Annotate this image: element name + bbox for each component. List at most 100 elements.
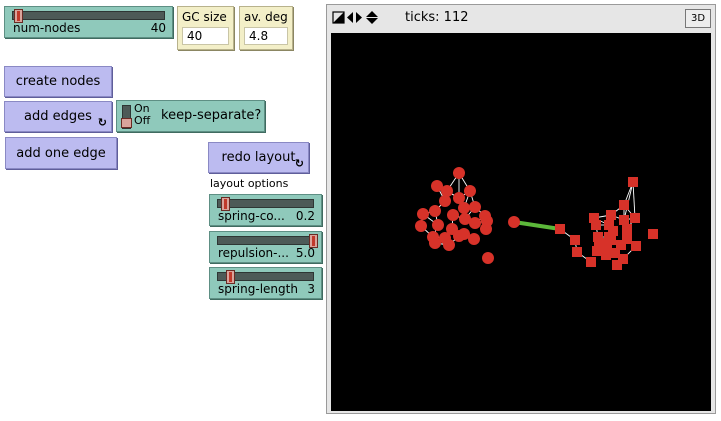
- monitor-value: 4.8: [244, 27, 288, 45]
- slider-track[interactable]: [217, 236, 314, 245]
- network-node: [601, 250, 611, 260]
- view-toolbar: ticks: 112 3D: [327, 5, 715, 31]
- network-node: [591, 220, 601, 230]
- network-node: [610, 248, 620, 258]
- network-node: [447, 209, 459, 221]
- button-label: create nodes: [15, 74, 101, 89]
- spring-constant-slider[interactable]: spring-co... 0.2: [209, 194, 322, 226]
- network-node: [572, 247, 582, 257]
- slider-label: spring-length: [218, 282, 298, 296]
- network-node: [616, 240, 626, 250]
- slider-knob[interactable]: [309, 234, 318, 248]
- slider-value: 3: [307, 282, 315, 296]
- network-node: [429, 237, 441, 249]
- slider-label: num-nodes: [13, 21, 81, 35]
- switch-knob[interactable]: [121, 118, 132, 128]
- 3d-button[interactable]: 3D: [685, 9, 711, 28]
- button-label: redo layout: [221, 150, 296, 165]
- create-nodes-button[interactable]: create nodes: [4, 66, 112, 97]
- network-node: [468, 233, 480, 245]
- network-node: [417, 208, 429, 220]
- slider-track[interactable]: [12, 11, 165, 20]
- network-node: [619, 215, 629, 225]
- network-node: [429, 205, 441, 217]
- repulsion-slider[interactable]: repulsion-... 5.0: [209, 231, 322, 263]
- slider-label: repulsion-...: [218, 246, 289, 260]
- spring-length-slider[interactable]: spring-length 3: [209, 267, 322, 299]
- add-one-edge-button[interactable]: add one edge: [5, 137, 117, 169]
- switch-on-label: On: [134, 102, 150, 115]
- button-label: add one edge: [16, 145, 106, 161]
- network-node: [482, 252, 494, 264]
- slider-value: 5.0: [295, 246, 315, 260]
- network-node: [630, 213, 640, 223]
- network-node: [469, 217, 481, 229]
- network-node: [618, 254, 628, 264]
- up-down-arrows-icon[interactable]: [366, 11, 378, 24]
- network-node: [622, 234, 632, 244]
- network-node: [608, 226, 618, 236]
- network-node: [604, 232, 614, 242]
- slider-value: 40: [150, 21, 166, 35]
- network-node: [570, 235, 580, 245]
- network-canvas[interactable]: [331, 33, 711, 411]
- network-node: [458, 202, 470, 214]
- network-node: [648, 229, 658, 239]
- network-node: [441, 185, 453, 197]
- switch-track[interactable]: [122, 105, 131, 129]
- slider-track[interactable]: [217, 199, 314, 208]
- toggle-edit-icon[interactable]: [332, 11, 345, 24]
- network-node: [606, 210, 616, 220]
- left-right-arrows-icon[interactable]: [347, 12, 362, 23]
- redo-layout-button[interactable]: redo layout ↻: [208, 142, 309, 173]
- gc-size-monitor: GC size 40: [177, 6, 234, 50]
- network-node: [508, 216, 520, 228]
- network-node: [594, 238, 604, 248]
- add-edges-button[interactable]: add edges ↻: [4, 101, 112, 132]
- network-node: [432, 219, 444, 231]
- slider-label: spring-co...: [218, 209, 285, 223]
- layout-options-label: layout options: [210, 177, 289, 190]
- circle-nodes: [415, 167, 520, 264]
- forever-icon: ↻: [97, 116, 107, 129]
- network-node: [612, 260, 622, 270]
- network-node: [481, 215, 493, 227]
- network-node: [622, 224, 632, 234]
- square-nodes: [555, 177, 658, 270]
- switch-label: keep-separate?: [161, 108, 262, 123]
- forever-icon: ↻: [294, 157, 304, 170]
- network-node: [592, 246, 602, 256]
- network-node: [439, 195, 451, 207]
- slider-value: 0.2: [295, 209, 315, 223]
- slider-track[interactable]: [217, 272, 314, 281]
- network-node: [431, 180, 443, 192]
- network-node: [628, 177, 638, 187]
- network-node: [453, 167, 465, 179]
- keep-separate-switch[interactable]: On Off keep-separate?: [116, 100, 265, 132]
- monitor-value: 40: [182, 27, 229, 45]
- network-node: [459, 213, 471, 225]
- monitor-label: av. deg: [244, 10, 288, 24]
- num-nodes-slider[interactable]: num-nodes 40: [4, 6, 173, 38]
- network-node: [619, 200, 629, 210]
- network-node: [443, 239, 455, 251]
- bridge-link: [513, 220, 561, 231]
- switch-off-label: Off: [134, 114, 151, 127]
- network-node: [458, 228, 470, 240]
- view-controls: [332, 11, 378, 24]
- slider-knob[interactable]: [221, 197, 230, 211]
- slider-knob[interactable]: [226, 270, 235, 284]
- ticks-counter: ticks: 112: [405, 10, 469, 25]
- world-view: ticks: 112 3D: [326, 4, 716, 414]
- network-node: [555, 224, 565, 234]
- network-node: [631, 241, 641, 251]
- network-node: [453, 192, 465, 204]
- monitor-label: GC size: [182, 10, 227, 24]
- network-node: [464, 185, 476, 197]
- slider-knob[interactable]: [14, 9, 23, 23]
- network-node: [469, 201, 481, 213]
- button-label: add edges: [24, 109, 92, 124]
- av-deg-monitor: av. deg 4.8: [239, 6, 293, 50]
- network-node: [586, 257, 596, 267]
- network-node: [602, 242, 612, 252]
